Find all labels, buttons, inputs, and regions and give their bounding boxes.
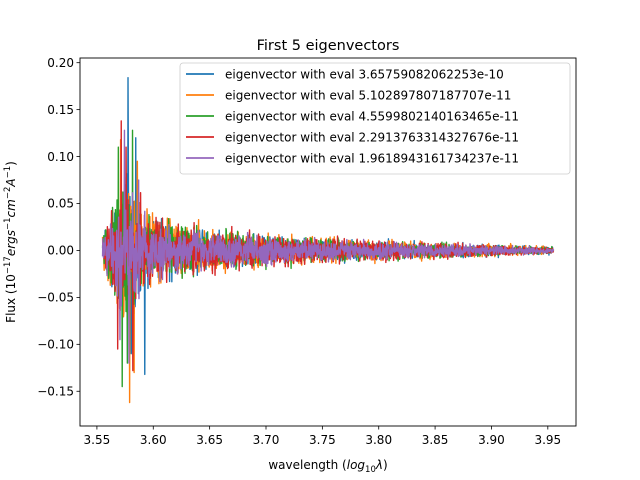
y-tick-label: −0.10 bbox=[37, 338, 74, 352]
x-tick-label: 3.80 bbox=[365, 433, 392, 447]
x-tick-label: 3.70 bbox=[253, 433, 280, 447]
x-axis-label: wavelength (log10λ) bbox=[268, 458, 387, 475]
x-tick-label: 3.60 bbox=[140, 433, 167, 447]
y-axis: −0.15 −0.10 −0.05 0.00 0.05 0.10 0.15 0.20 bbox=[37, 56, 80, 398]
chart-title: First 5 eigenvectors bbox=[257, 38, 400, 54]
legend-label-2: eigenvector with eval 5.102897807187707e… bbox=[225, 88, 511, 102]
series-line-5 bbox=[101, 129, 555, 364]
x-axis: 3.55 3.60 3.65 3.70 3.75 3.80 3.85 3.90 3.95 bbox=[84, 426, 561, 447]
y-tick-label: −0.05 bbox=[37, 291, 74, 305]
y-tick-label: 0.20 bbox=[47, 56, 74, 70]
y-tick-label: 0.05 bbox=[47, 197, 74, 211]
legend: eigenvector with eval 3.65759082062253e-… bbox=[179, 62, 571, 175]
x-tick-label: 3.90 bbox=[478, 433, 505, 447]
x-tick-label: 3.95 bbox=[534, 433, 561, 447]
legend-box bbox=[179, 62, 571, 175]
y-tick-label: −0.15 bbox=[37, 384, 74, 398]
x-tick-label: 3.75 bbox=[309, 433, 336, 447]
y-tick-label: 0.00 bbox=[47, 244, 74, 258]
y-tick-label: 0.15 bbox=[47, 103, 74, 117]
x-tick-label: 3.85 bbox=[422, 433, 449, 447]
legend-label-5: eigenvector with eval 1.9618943161734237… bbox=[225, 151, 519, 165]
legend-label-4: eigenvector with eval 2.2913763314327676… bbox=[225, 130, 519, 144]
x-tick-label: 3.55 bbox=[84, 433, 111, 447]
series-layer bbox=[101, 77, 555, 404]
y-tick-label: 0.10 bbox=[47, 150, 74, 164]
y-axis-label: Flux (10−17ergs−1cm−2A−1) bbox=[3, 161, 18, 323]
x-tick-label: 3.65 bbox=[196, 433, 223, 447]
legend-label-3: eigenvector with eval 4.5599802140163465… bbox=[225, 109, 519, 123]
legend-label-1: eigenvector with eval 3.65759082062253e-… bbox=[225, 67, 504, 81]
plot-area-frame bbox=[79, 57, 577, 427]
